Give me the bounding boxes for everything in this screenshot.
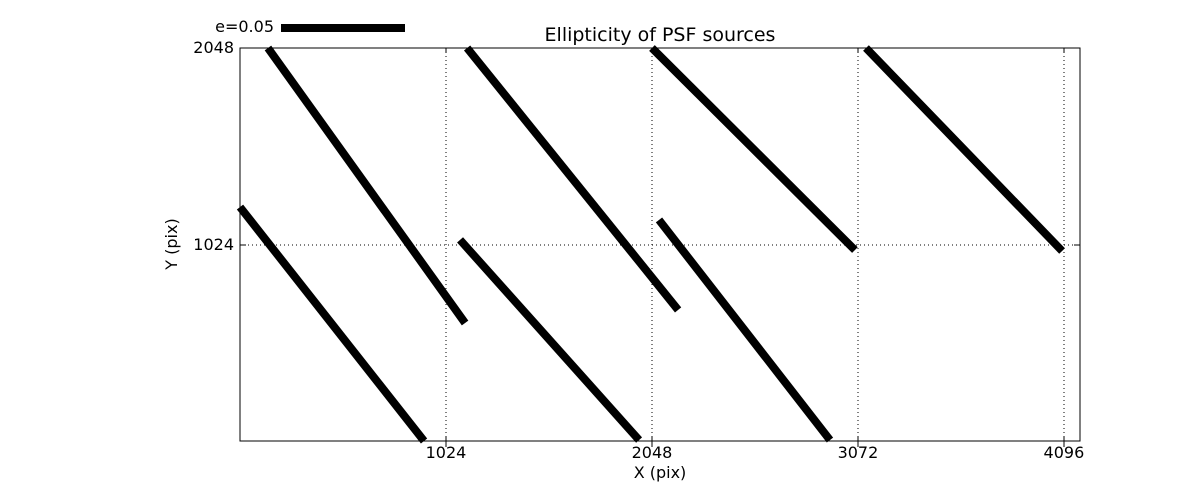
ellipticity-stick-3 <box>649 45 858 253</box>
x-tick-label: 2048 <box>631 443 673 462</box>
ellipticity-stick-1 <box>264 45 469 326</box>
ellipticity-stick-5 <box>236 204 428 444</box>
ellipticity-stick-6 <box>457 237 643 443</box>
ellipticity-stick-7 <box>655 217 834 443</box>
legend-label: e=0.05 <box>215 17 274 36</box>
ellipticity-stick-2 <box>463 45 682 313</box>
ellipticity-stick-4 <box>863 45 1065 254</box>
y-tick-label: 1024 <box>193 234 234 254</box>
x-axis-label: X (pix) <box>633 463 687 482</box>
x-tick-label: 1024 <box>425 443 467 462</box>
y-tick-label: 2048 <box>193 38 234 57</box>
chart-title: Ellipticity of PSF sources <box>544 24 776 46</box>
x-tick-label: 3072 <box>837 443 879 462</box>
x-tick-label: 4096 <box>1043 443 1085 462</box>
legend-scale-bar <box>281 24 405 32</box>
